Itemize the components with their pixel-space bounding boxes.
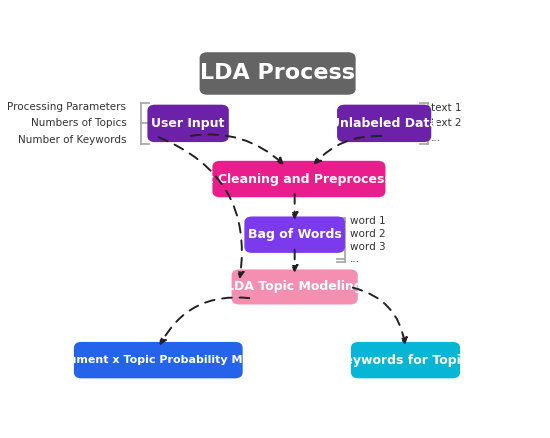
- Text: Numbers of Topics: Numbers of Topics: [31, 118, 126, 128]
- Text: Bag of Words: Bag of Words: [248, 228, 342, 241]
- FancyBboxPatch shape: [232, 269, 358, 304]
- Text: Text Cleaning and Preprocessing: Text Cleaning and Preprocessing: [184, 173, 414, 186]
- Text: LDA Process: LDA Process: [200, 64, 355, 84]
- Text: ...: ...: [431, 133, 441, 142]
- Text: word 3: word 3: [350, 242, 386, 252]
- Text: Unlabeled Data: Unlabeled Data: [330, 117, 438, 130]
- Text: word 2: word 2: [350, 229, 386, 239]
- Text: LDA Topic Modeling: LDA Topic Modeling: [226, 280, 363, 293]
- FancyBboxPatch shape: [351, 342, 460, 378]
- FancyBboxPatch shape: [337, 105, 431, 142]
- Text: ...: ...: [350, 254, 360, 264]
- Text: User Input: User Input: [151, 117, 225, 130]
- Text: text 1: text 1: [431, 103, 461, 113]
- FancyBboxPatch shape: [147, 105, 229, 142]
- Text: Processing Parameters: Processing Parameters: [7, 102, 126, 112]
- Text: word 1: word 1: [350, 216, 386, 226]
- Text: Keywords for Topics: Keywords for Topics: [336, 353, 476, 367]
- FancyBboxPatch shape: [244, 216, 345, 253]
- FancyBboxPatch shape: [74, 342, 243, 378]
- FancyBboxPatch shape: [200, 52, 356, 95]
- Text: text 2: text 2: [431, 118, 461, 128]
- FancyBboxPatch shape: [212, 161, 386, 197]
- Text: Document x Topic Probability Matrix: Document x Topic Probability Matrix: [45, 355, 272, 365]
- Text: Number of Keywords: Number of Keywords: [18, 134, 126, 145]
